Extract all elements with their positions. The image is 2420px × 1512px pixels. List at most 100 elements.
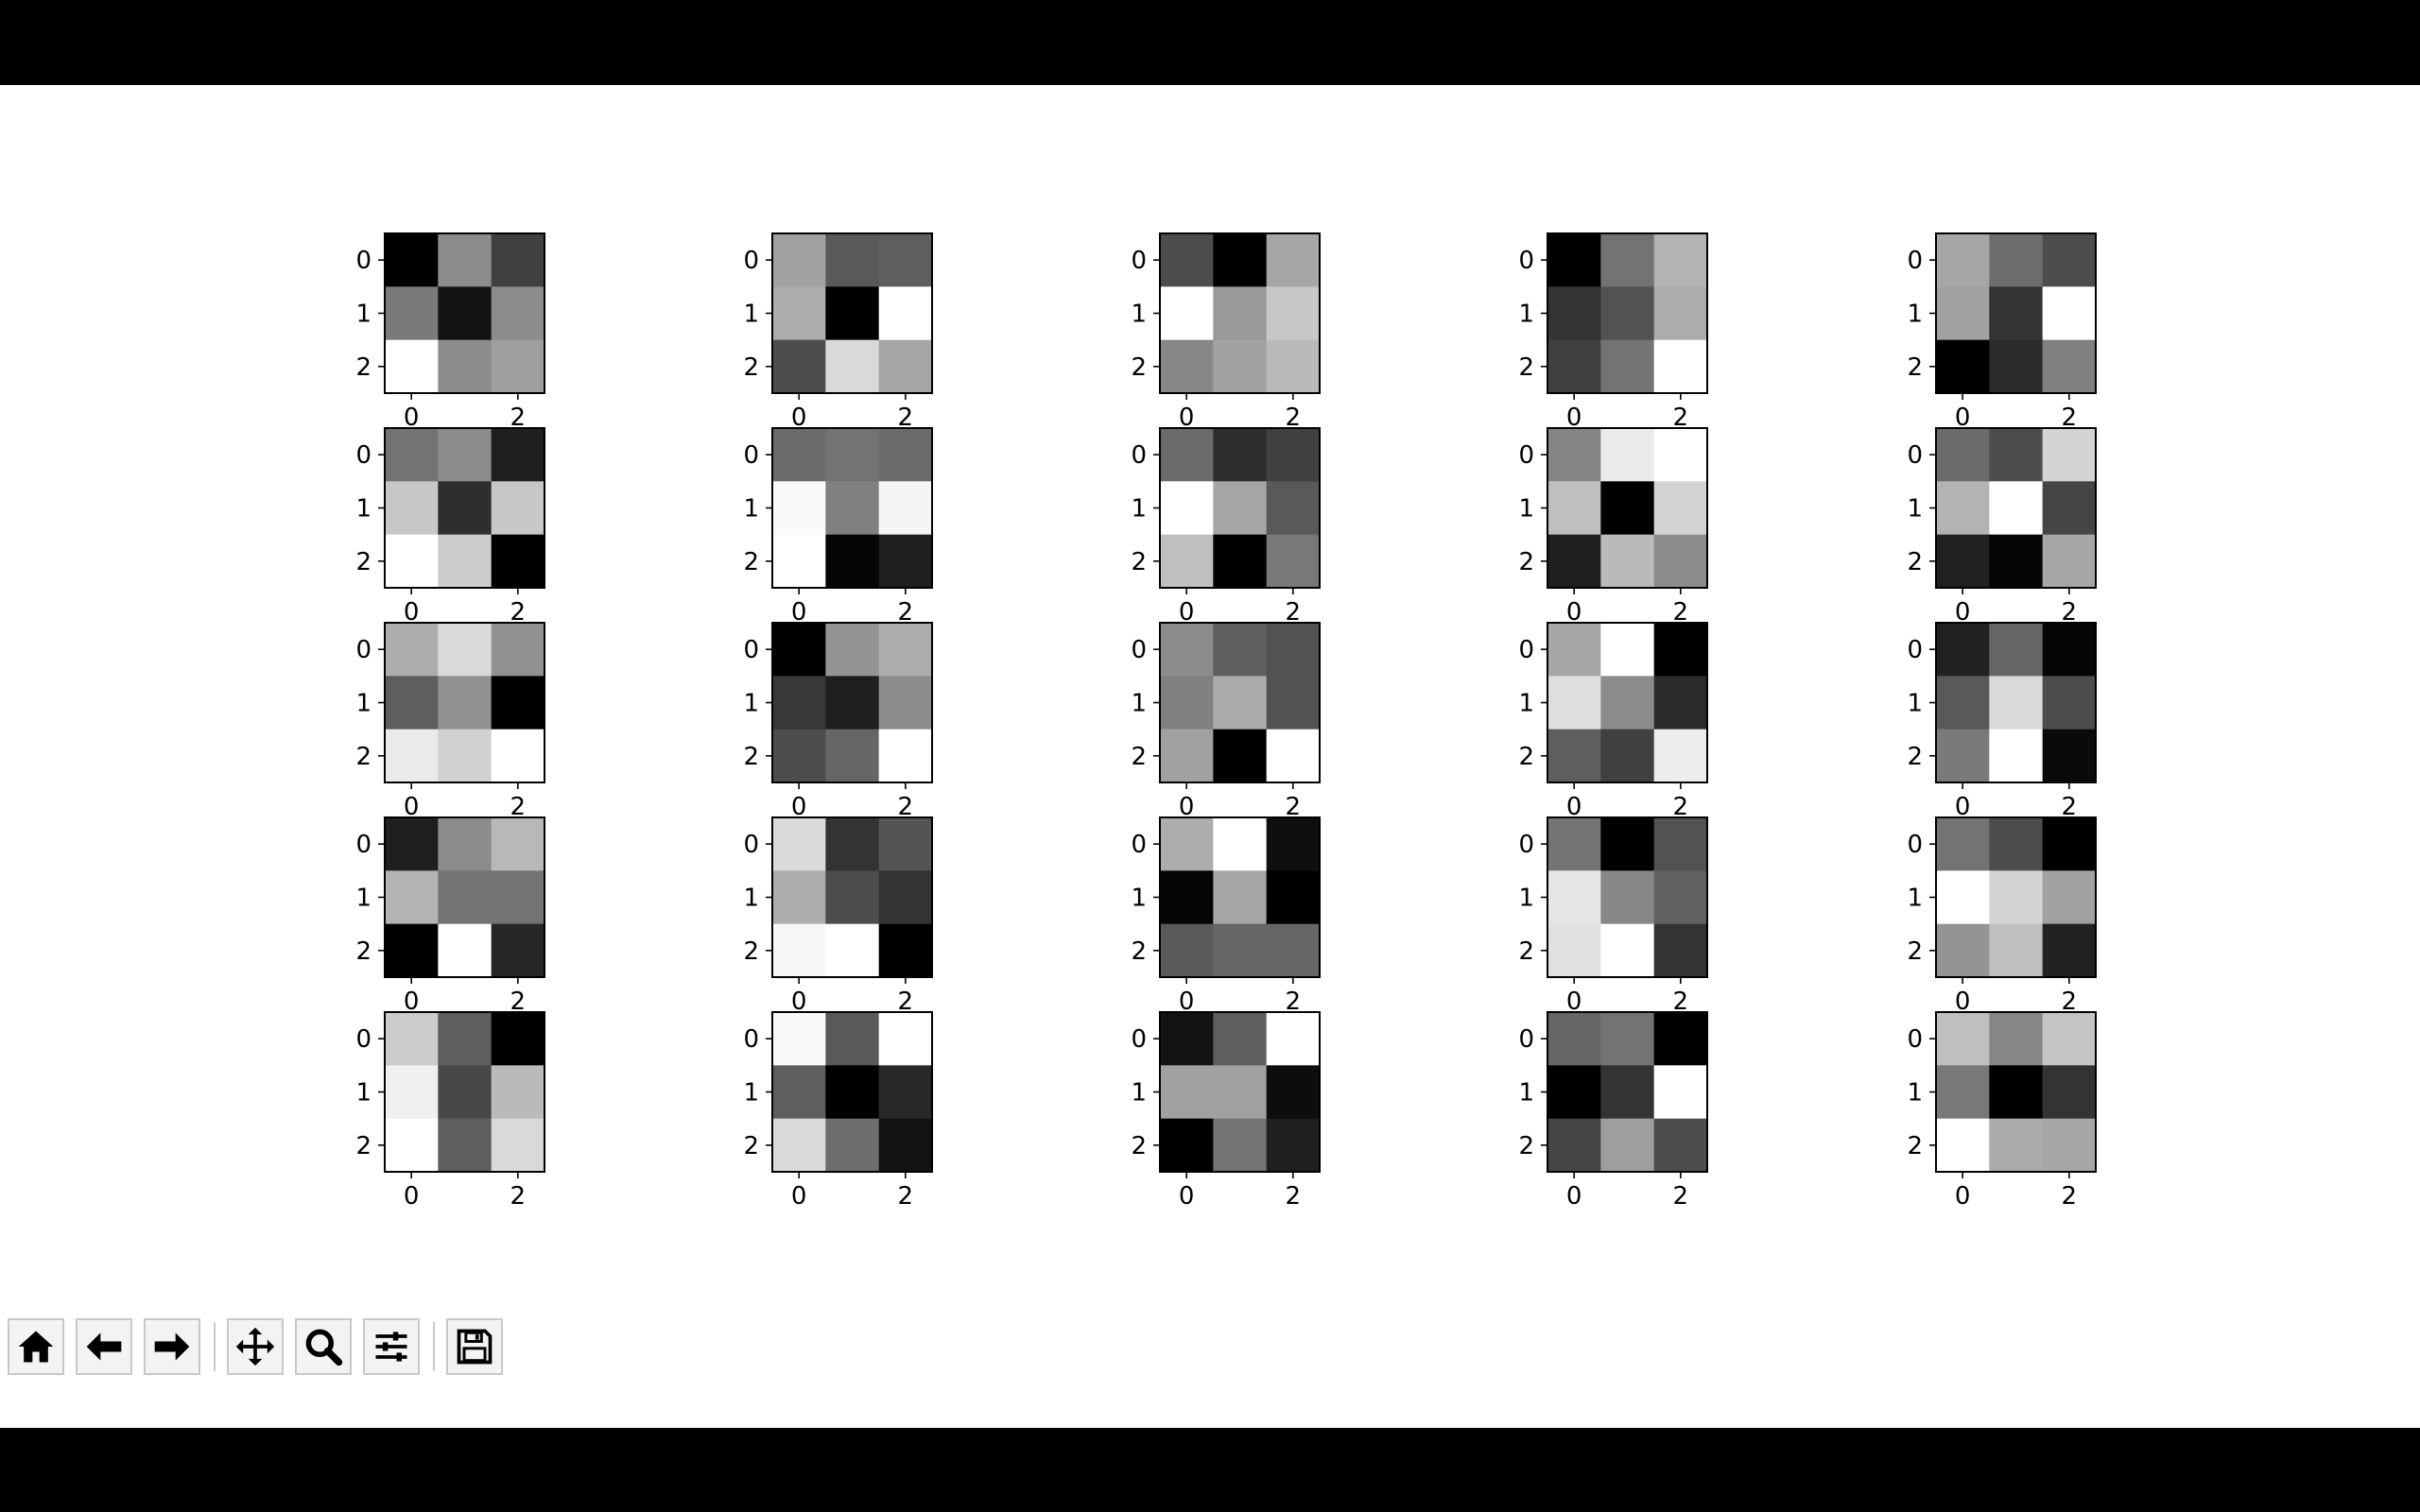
subplot-image: 0 1 2 0 2 <box>355 427 545 627</box>
x-tick-label: 0 <box>1955 793 1971 821</box>
image-pixel <box>1989 729 2044 783</box>
image-pixel <box>1266 1065 1321 1120</box>
image-pixel <box>1213 676 1268 730</box>
image-pixel <box>2042 870 2097 925</box>
image-pixel <box>438 1012 493 1066</box>
y-tick-label: 0 <box>743 831 759 859</box>
image-pixel <box>385 1012 439 1066</box>
image-pixel <box>878 817 933 871</box>
image-pixel <box>1160 729 1214 783</box>
y-tick-label: 0 <box>1907 247 1923 275</box>
y-tick-label: 1 <box>1131 1079 1147 1108</box>
save-button[interactable] <box>446 1318 503 1375</box>
image-pixel <box>438 233 493 287</box>
image-pixel <box>1653 233 1708 287</box>
image-pixel <box>772 534 826 589</box>
image-pixel <box>1600 729 1655 783</box>
x-tick-label: 2 <box>2062 1182 2078 1211</box>
x-tick-label: 0 <box>791 404 807 432</box>
image-pixel <box>2042 481 2097 536</box>
x-tick-label: 2 <box>2062 598 2078 627</box>
y-tick-label: 2 <box>355 937 372 966</box>
x-tick-label: 2 <box>898 1182 914 1211</box>
image-pixel <box>438 729 493 783</box>
y-tick-label: 1 <box>743 885 759 913</box>
y-tick-label: 2 <box>743 937 759 966</box>
image-pixel <box>1266 870 1321 925</box>
subplot-image: 0 1 2 0 2 <box>1518 622 1708 821</box>
x-tick-label: 0 <box>404 404 420 432</box>
sliders-icon <box>375 1332 407 1362</box>
x-tick-label: 0 <box>1566 988 1582 1016</box>
image-pixel <box>1936 233 1990 287</box>
image-pixel <box>1989 481 2044 536</box>
image-pixel <box>1600 1012 1655 1066</box>
y-tick-label: 2 <box>1907 353 1923 382</box>
x-tick-label: 2 <box>1286 404 1302 432</box>
image-pixel <box>491 1118 545 1173</box>
x-tick-label: 2 <box>1673 1182 1689 1211</box>
subplot-image: 0 1 2 0 2 <box>1131 1011 1321 1211</box>
image-pixel <box>878 870 933 925</box>
image-pixel <box>825 1065 880 1120</box>
image-pixel <box>878 481 933 536</box>
image-pixel <box>491 623 545 677</box>
image-pixel <box>1600 1065 1655 1120</box>
image-pixel <box>1266 481 1321 536</box>
image-pixel <box>1160 233 1214 287</box>
image-pixel <box>1547 286 1601 341</box>
x-tick-label: 0 <box>1179 1182 1195 1211</box>
x-tick-label: 2 <box>1286 988 1302 1016</box>
image-pixel <box>2042 1118 2097 1173</box>
configure-subplots-button[interactable] <box>363 1318 420 1375</box>
forward-button[interactable] <box>144 1318 200 1375</box>
y-tick-label: 2 <box>1518 743 1534 771</box>
zoom-button[interactable] <box>295 1318 352 1375</box>
y-tick-label: 2 <box>355 743 372 771</box>
image-pixel <box>1600 1118 1655 1173</box>
image-pixel <box>1160 870 1214 925</box>
image-pixel <box>1989 623 2044 677</box>
image-pixel <box>2042 339 2097 394</box>
x-tick-label: 2 <box>898 598 914 627</box>
figure-canvas: 0 1 2 0 2 0 1 2 0 2 0 1 2 0 2 0 1 2 0 2 0 1 2 0 2 0 1 2 0 2 0 1 2 0 2 0 1 2 0 2… <box>355 232 2097 1211</box>
x-tick-label: 2 <box>1286 598 1302 627</box>
y-tick-label: 1 <box>1131 495 1147 524</box>
image-pixel <box>1213 729 1268 783</box>
back-button[interactable] <box>76 1318 132 1375</box>
toolbar-separator <box>214 1322 216 1371</box>
image-pixel <box>491 1065 545 1120</box>
x-tick-label: 2 <box>510 598 527 627</box>
x-tick-label: 2 <box>510 988 527 1016</box>
home-button[interactable] <box>8 1318 64 1375</box>
y-tick-label: 1 <box>1518 885 1534 913</box>
subplot-image: 0 1 2 0 2 <box>1518 816 1708 1016</box>
image-pixel <box>1547 1065 1601 1120</box>
image-pixel <box>1547 923 1601 978</box>
y-tick-label: 0 <box>1518 831 1534 859</box>
image-pixel <box>1600 428 1655 482</box>
image-pixel <box>1213 339 1268 394</box>
image-pixel <box>1936 676 1990 730</box>
subplot-image: 0 1 2 0 2 <box>355 622 545 821</box>
y-tick-label: 1 <box>355 495 372 524</box>
image-pixel <box>438 676 493 730</box>
pan-button[interactable] <box>227 1318 284 1375</box>
image-pixel <box>2042 1012 2097 1066</box>
y-tick-label: 1 <box>743 690 759 718</box>
image-pixel <box>1213 817 1268 871</box>
image-pixel <box>825 817 880 871</box>
x-tick-label: 0 <box>1179 598 1195 627</box>
x-tick-label: 0 <box>1955 598 1971 627</box>
image-pixel <box>1266 339 1321 394</box>
image-pixel <box>1989 534 2044 589</box>
y-tick-label: 1 <box>355 301 372 329</box>
x-tick-label: 2 <box>898 404 914 432</box>
image-pixel <box>385 623 439 677</box>
image-pixel <box>491 534 545 589</box>
image-pixel <box>878 623 933 677</box>
x-tick-label: 0 <box>1955 988 1971 1016</box>
image-pixel <box>2042 534 2097 589</box>
x-tick-label: 0 <box>1566 598 1582 627</box>
y-tick-label: 1 <box>1907 690 1923 718</box>
